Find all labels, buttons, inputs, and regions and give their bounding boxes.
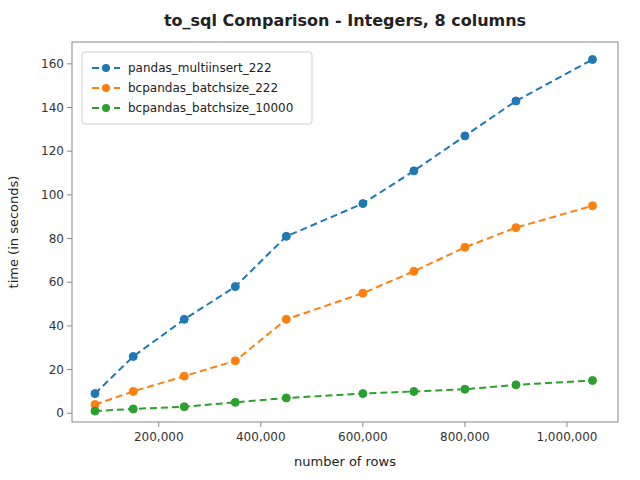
legend-marker <box>102 104 110 112</box>
point <box>461 385 469 393</box>
y-tick-label: 160 <box>41 57 64 71</box>
series-line <box>95 59 593 393</box>
point <box>129 352 137 360</box>
y-tick-label: 140 <box>41 101 64 115</box>
point <box>231 357 239 365</box>
x-tick-label: 200,000 <box>134 430 184 444</box>
legend-label: pandas_multiinsert_222 <box>128 61 272 75</box>
legend-box <box>82 52 312 124</box>
y-tick-label: 80 <box>49 232 64 246</box>
y-tick <box>67 107 72 108</box>
x-tick <box>158 422 159 427</box>
point <box>410 267 418 275</box>
y-tick-label: 60 <box>49 275 64 289</box>
y-tick <box>67 63 72 64</box>
point <box>282 315 290 323</box>
x-tick <box>464 422 465 427</box>
point <box>91 390 99 398</box>
y-tick-label: 0 <box>56 406 64 420</box>
point <box>91 407 99 415</box>
y-tick-label: 100 <box>41 188 64 202</box>
legend: pandas_multiinsert_222 bcpandas_batchsize… <box>82 52 312 124</box>
y-tick <box>67 325 72 326</box>
title: to_sql Comparison - Integers, 8 columns <box>164 11 526 30</box>
y-tick <box>67 151 72 152</box>
legend-marker <box>102 64 110 72</box>
point <box>129 405 137 413</box>
x-axis: 200,000 400,000 600,000 800,000 1,000,000 <box>134 422 598 444</box>
point <box>588 202 596 210</box>
point <box>180 372 188 380</box>
plot-frame <box>72 42 618 422</box>
point <box>231 283 239 291</box>
point <box>180 403 188 411</box>
point <box>359 390 367 398</box>
x-tick-label: 400,000 <box>236 430 286 444</box>
series <box>91 377 597 416</box>
point <box>282 394 290 402</box>
y-tick <box>67 413 72 414</box>
point <box>180 315 188 323</box>
point <box>282 232 290 240</box>
point <box>461 132 469 140</box>
point <box>359 200 367 208</box>
point <box>512 224 520 232</box>
point <box>410 387 418 395</box>
y-tick-label: 40 <box>49 319 64 333</box>
x-tick-label: 600,000 <box>338 430 388 444</box>
x-tick <box>260 422 261 427</box>
point <box>359 289 367 297</box>
point <box>231 398 239 406</box>
x-tick <box>566 422 567 427</box>
x-tick-label: 1,000,000 <box>536 430 597 444</box>
legend-label: bcpandas_batchsize_222 <box>128 81 278 95</box>
point <box>512 381 520 389</box>
point <box>588 377 596 385</box>
point <box>129 387 137 395</box>
y-tick <box>67 194 72 195</box>
y-tick-label: 120 <box>41 144 64 158</box>
y-axis: 0 20 40 60 80 100 120 140 160 <box>41 57 72 420</box>
x-tick-label: 800,000 <box>440 430 490 444</box>
plot-area <box>91 55 597 415</box>
x-tick <box>362 422 363 427</box>
series-line <box>95 381 593 412</box>
y-tick <box>67 369 72 370</box>
y-axis-label: time (in seconds) <box>6 176 21 289</box>
y-tick <box>67 238 72 239</box>
y-tick-label: 20 <box>49 363 64 377</box>
y-tick <box>67 282 72 283</box>
x-axis-label: number of rows <box>294 454 396 469</box>
chart: to_sql Comparison - Integers, 8 columns 2… <box>0 0 640 480</box>
point <box>461 243 469 251</box>
point <box>588 55 596 63</box>
series <box>91 202 597 409</box>
legend-label: bcpandas_batchsize_10000 <box>128 101 293 115</box>
legend-marker <box>102 84 110 92</box>
point <box>512 97 520 105</box>
point <box>410 167 418 175</box>
series-line <box>95 206 593 405</box>
